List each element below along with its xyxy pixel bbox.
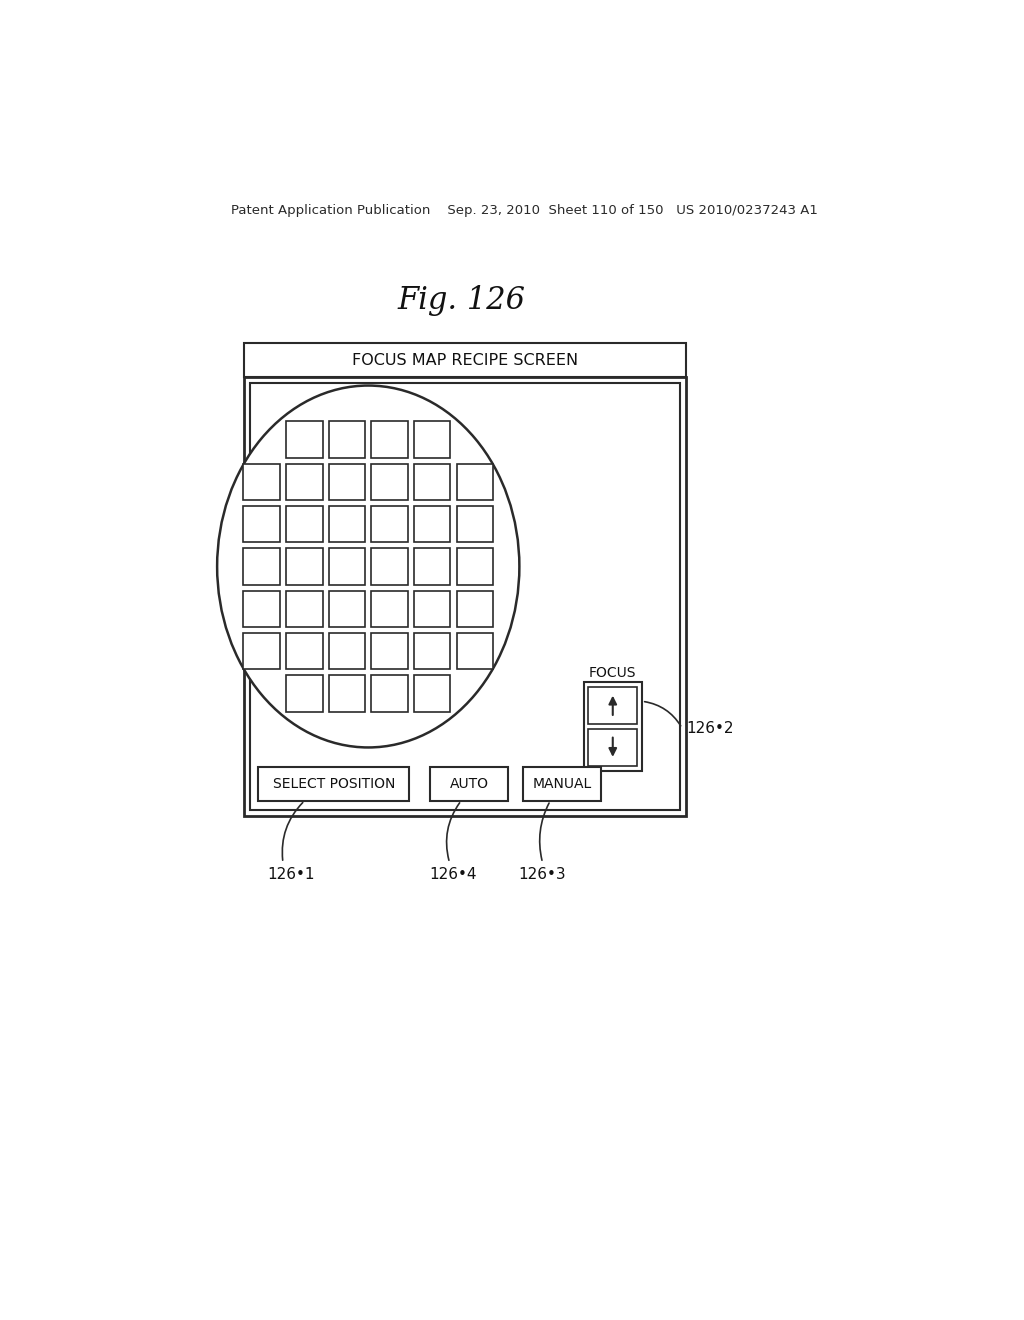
Text: Patent Application Publication    Sep. 23, 2010  Sheet 110 of 150   US 2010/0237: Patent Application Publication Sep. 23, … <box>231 205 818 218</box>
Bar <box>414 421 451 458</box>
Bar <box>523 767 601 800</box>
Bar <box>244 548 280 585</box>
Bar <box>286 548 323 585</box>
Bar <box>372 548 408 585</box>
Bar <box>251 383 680 809</box>
Bar <box>258 767 410 800</box>
Text: SELECT POSITION: SELECT POSITION <box>272 776 395 791</box>
Text: MANUAL: MANUAL <box>532 776 592 791</box>
Bar <box>244 591 280 627</box>
Text: Fig. 126: Fig. 126 <box>397 285 525 317</box>
Bar <box>244 634 280 669</box>
Bar <box>329 506 366 543</box>
Bar <box>457 634 493 669</box>
Bar <box>457 506 493 543</box>
Bar <box>244 506 280 543</box>
Bar <box>286 421 323 458</box>
Text: 126•2: 126•2 <box>686 721 733 735</box>
Text: FOCUS MAP RECIPE SCREEN: FOCUS MAP RECIPE SCREEN <box>352 352 579 368</box>
Bar <box>286 591 323 627</box>
Bar <box>286 676 323 711</box>
Bar <box>245 343 686 378</box>
Bar <box>430 767 508 800</box>
Text: AUTO: AUTO <box>450 776 488 791</box>
Bar <box>286 634 323 669</box>
Bar <box>414 591 451 627</box>
Text: 126•4: 126•4 <box>430 867 477 882</box>
Bar <box>329 463 366 500</box>
Bar <box>329 634 366 669</box>
Bar <box>414 676 451 711</box>
Bar <box>372 506 408 543</box>
Bar <box>245 378 686 816</box>
Bar <box>589 686 637 723</box>
Bar <box>414 463 451 500</box>
Bar <box>329 591 366 627</box>
Bar <box>414 634 451 669</box>
Bar <box>329 421 366 458</box>
Text: FOCUS: FOCUS <box>589 665 637 680</box>
Bar <box>414 548 451 585</box>
Bar <box>372 676 408 711</box>
Bar <box>244 463 280 500</box>
Bar <box>286 463 323 500</box>
Bar <box>457 591 493 627</box>
Bar <box>457 463 493 500</box>
Text: 126•3: 126•3 <box>519 867 566 882</box>
Bar <box>414 506 451 543</box>
Bar <box>286 506 323 543</box>
Bar <box>457 548 493 585</box>
Bar <box>372 421 408 458</box>
Bar <box>372 463 408 500</box>
Bar <box>589 729 637 766</box>
Bar <box>584 682 642 771</box>
Ellipse shape <box>217 385 519 747</box>
Bar <box>372 591 408 627</box>
Bar <box>329 548 366 585</box>
Text: 126•1: 126•1 <box>267 867 314 882</box>
Bar <box>329 676 366 711</box>
Bar <box>372 634 408 669</box>
